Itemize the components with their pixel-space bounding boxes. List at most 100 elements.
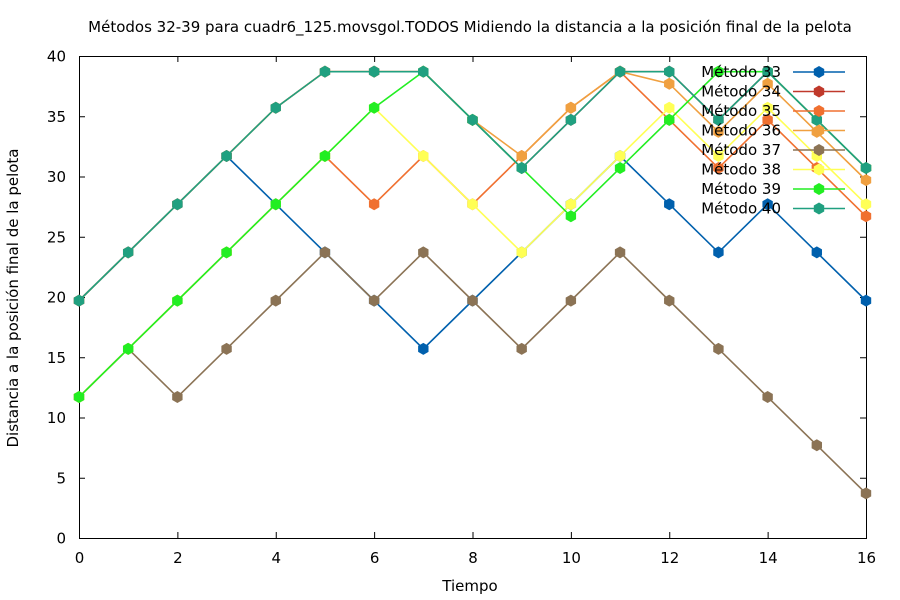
data-point <box>565 294 577 307</box>
data-point <box>418 342 429 355</box>
data-point <box>516 342 527 355</box>
data-point <box>762 391 773 404</box>
data-point <box>860 487 872 500</box>
y-tick-label: 0 <box>56 530 66 548</box>
y-tick-label: 40 <box>47 48 66 66</box>
data-point <box>270 198 281 211</box>
data-point <box>73 294 85 307</box>
x-axis-label: Tiempo <box>441 577 497 595</box>
legend-swatch-marker <box>813 144 825 156</box>
data-point <box>467 294 478 307</box>
data-point <box>467 113 478 126</box>
legend-label: Método 35 <box>701 102 781 120</box>
legend-label: Método 40 <box>701 200 781 218</box>
y-tick-label: 20 <box>47 289 66 307</box>
data-point <box>319 246 331 259</box>
x-tick-label: 16 <box>857 549 876 567</box>
legend-label: Método 38 <box>701 161 781 179</box>
y-tick-label: 5 <box>56 469 66 487</box>
data-point <box>762 113 773 126</box>
legend-swatch-marker <box>813 85 825 98</box>
y-tick-label: 25 <box>47 228 66 246</box>
data-point <box>762 198 773 211</box>
data-point <box>418 65 429 78</box>
data-point <box>368 294 380 307</box>
data-point <box>713 150 724 163</box>
x-tick-label: 10 <box>562 549 581 567</box>
data-point <box>664 65 675 78</box>
data-point <box>713 246 724 259</box>
data-point <box>122 342 134 355</box>
data-point <box>172 294 183 307</box>
data-point <box>860 162 872 175</box>
data-point <box>418 150 429 163</box>
data-point <box>516 150 527 163</box>
data-point <box>516 162 527 175</box>
legend-label: Método 36 <box>701 122 781 140</box>
data-point <box>270 101 281 114</box>
data-point <box>172 198 183 211</box>
x-tick-label: 6 <box>370 549 380 567</box>
data-point <box>860 174 872 187</box>
data-point <box>713 113 724 126</box>
data-point <box>614 246 626 259</box>
data-point <box>368 65 380 78</box>
data-point <box>319 150 331 163</box>
data-point <box>860 294 872 307</box>
data-point <box>762 101 773 114</box>
legend-swatch-marker <box>813 105 825 117</box>
legend-swatch-marker <box>813 163 825 176</box>
data-point <box>172 391 183 404</box>
data-point <box>368 101 380 114</box>
data-point <box>664 113 675 126</box>
y-tick-label: 35 <box>47 108 66 126</box>
x-tick-label: 0 <box>75 549 85 567</box>
data-point <box>565 198 577 211</box>
x-tick-label: 8 <box>468 549 478 567</box>
x-tick-label: 12 <box>660 549 679 567</box>
data-point <box>713 342 724 355</box>
data-point <box>713 125 724 138</box>
data-point <box>664 101 675 114</box>
data-point <box>467 198 478 211</box>
legend-swatch-marker <box>813 202 825 215</box>
series-8 <box>73 65 872 307</box>
data-point <box>565 113 577 126</box>
data-point <box>713 162 724 175</box>
data-point <box>221 342 232 355</box>
data-point <box>762 77 773 90</box>
series-layer <box>73 65 872 500</box>
legend-label: Método 34 <box>701 83 781 101</box>
data-point <box>860 210 872 223</box>
legend-label: Método 33 <box>701 63 781 81</box>
data-point <box>122 246 134 259</box>
data-point <box>221 150 232 163</box>
data-point <box>614 162 626 175</box>
y-tick-label: 15 <box>47 349 66 367</box>
y-tick-label: 30 <box>47 168 66 186</box>
legend-swatch-marker <box>813 183 825 195</box>
x-tick-label: 14 <box>759 549 778 567</box>
legend-swatch-marker <box>813 124 825 137</box>
data-point <box>664 198 675 211</box>
x-tick-label: 2 <box>173 549 183 567</box>
data-point <box>860 198 872 211</box>
data-point <box>73 391 85 404</box>
data-point <box>418 246 429 259</box>
y-tick-label: 10 <box>47 409 66 427</box>
data-point <box>664 77 675 90</box>
x-axis: 0 2 4 6 8 10 12 14 16 <box>75 56 876 567</box>
series-line <box>78 251 867 494</box>
x-tick-label: 4 <box>271 549 281 567</box>
data-point <box>368 198 380 211</box>
y-axis: 0 5 10 15 20 25 30 35 40 <box>47 48 866 548</box>
legend-swatch-marker <box>813 66 825 78</box>
data-point <box>516 246 527 259</box>
data-point <box>565 210 577 223</box>
data-point <box>319 65 331 78</box>
data-point <box>565 101 577 114</box>
legend-label: Método 37 <box>701 141 781 159</box>
data-point <box>614 65 626 78</box>
